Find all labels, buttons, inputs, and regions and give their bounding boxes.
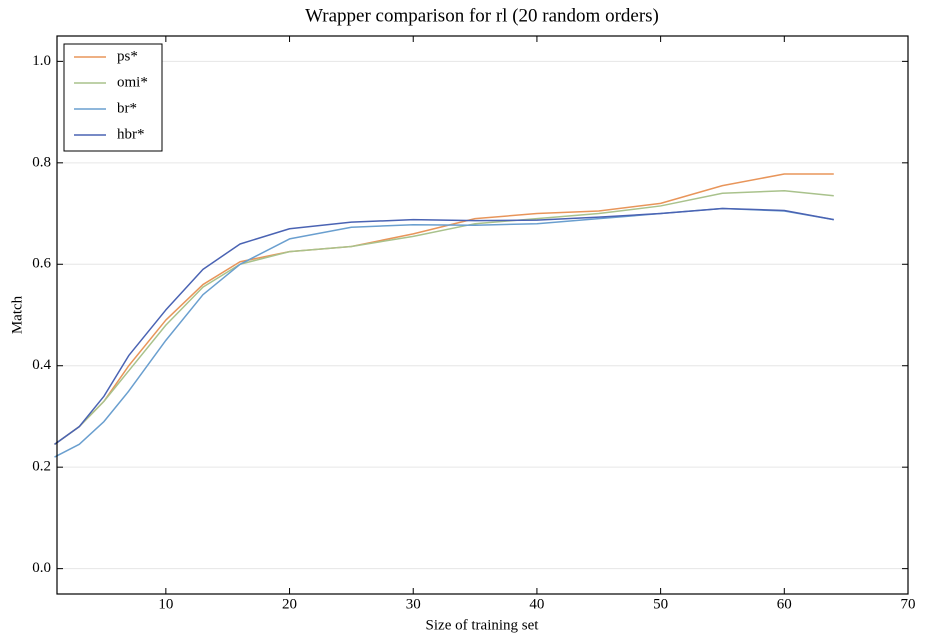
x-tick-label: 50	[653, 596, 668, 612]
legend-label: ps*	[117, 48, 138, 64]
x-tick-label: 40	[529, 596, 544, 612]
y-tick-label: 0.8	[32, 154, 51, 170]
legend-label: br*	[117, 100, 137, 116]
plot-frame	[56, 35, 909, 595]
series-line	[54, 207, 834, 458]
y-tick-label: 0.2	[32, 459, 51, 475]
y-tick-label: 0.4	[32, 357, 51, 373]
y-axis-label: Match	[9, 295, 25, 334]
y-tick-label: 0.0	[32, 560, 51, 576]
x-tick-label: 20	[282, 596, 297, 612]
y-tick-label: 1.0	[32, 53, 51, 69]
legend-label: omi*	[117, 74, 148, 90]
series-line	[54, 189, 834, 445]
x-tick-label: 60	[777, 596, 792, 612]
legend-label: hbr*	[117, 126, 145, 142]
legend-box	[63, 43, 163, 152]
x-tick-label: 30	[406, 596, 421, 612]
y-tick-label: 0.6	[32, 256, 51, 272]
series-line	[54, 207, 834, 445]
x-axis-label: Size of training set	[426, 617, 540, 633]
x-tick-label: 70	[901, 596, 916, 612]
x-tick-label: 10	[158, 596, 173, 612]
chart-title: Wrapper comparison for rl (20 random ord…	[305, 5, 659, 26]
series-line	[54, 173, 834, 445]
